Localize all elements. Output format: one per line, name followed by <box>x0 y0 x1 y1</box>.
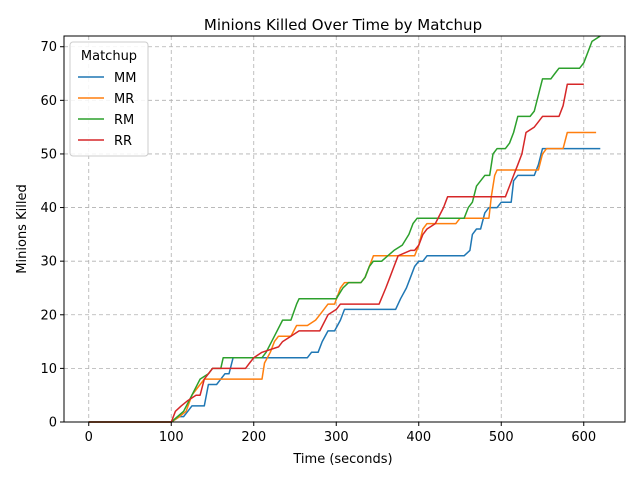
legend-entries: MM MR RM RR <box>78 71 136 149</box>
y-tick-label: 60 <box>40 94 57 109</box>
x-tick-label: 100 <box>159 430 184 445</box>
x-tick-label: 200 <box>241 430 266 445</box>
x-tick-label: 300 <box>324 430 349 445</box>
x-axis-title: Time (seconds) <box>292 452 392 467</box>
series-layer <box>88 35 601 423</box>
x-tick-label: 0 <box>85 430 93 445</box>
grid <box>64 36 625 423</box>
series-line-rr <box>88 83 584 423</box>
x-tick-label: 400 <box>406 430 431 445</box>
chart-title: Minions Killed Over Time by Matchup <box>204 16 482 34</box>
x-tick-label: 600 <box>571 430 596 445</box>
series-line-mm <box>88 147 601 423</box>
legend-label-mr: MR <box>114 92 134 107</box>
y-tick-label: 0 <box>49 416 57 431</box>
legend-label-rm: RM <box>114 113 134 128</box>
y-tick-label: 70 <box>40 40 57 55</box>
legend: Matchup MM MR RM RR <box>69 41 149 157</box>
y-tick-label: 50 <box>40 147 57 162</box>
y-tick-label: 10 <box>40 362 57 377</box>
series-line-mr <box>88 131 597 423</box>
y-axis-title: Minions Killed <box>15 184 30 273</box>
legend-label-rr: RR <box>114 134 132 149</box>
y-tick-label: 20 <box>40 308 57 323</box>
plot-frame <box>63 35 626 423</box>
x-tick-label: 500 <box>489 430 514 445</box>
y-tick-label: 40 <box>40 201 57 216</box>
legend-box <box>69 41 149 157</box>
legend-title: Matchup <box>81 49 137 64</box>
ticks: 0 100 200 300 400 500 600 0 10 20 30 40 50 60 70 <box>40 40 596 445</box>
legend-label-mm: MM <box>114 71 136 86</box>
y-tick-label: 30 <box>40 255 57 270</box>
